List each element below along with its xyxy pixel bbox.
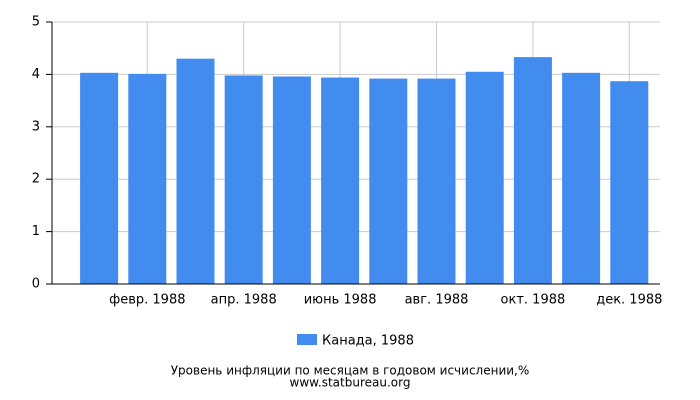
bar xyxy=(417,78,456,284)
bar xyxy=(369,78,408,284)
y-tick-label: 3 xyxy=(32,119,40,134)
bar xyxy=(224,75,263,284)
x-tick-label: февр. 1988 xyxy=(109,293,185,308)
bar xyxy=(321,77,360,284)
bar xyxy=(513,57,552,284)
bar xyxy=(128,73,167,284)
bar xyxy=(80,72,119,284)
y-tick-label: 4 xyxy=(32,67,40,82)
x-tick-label: дек. 1988 xyxy=(596,293,662,308)
bar xyxy=(176,58,215,285)
y-tick-label: 5 xyxy=(32,15,40,30)
legend-swatch xyxy=(297,334,317,345)
chart-subtitle: www.statbureau.org xyxy=(290,376,411,390)
x-tick-label: авг. 1988 xyxy=(405,293,469,308)
x-tick-label: июнь 1988 xyxy=(304,293,377,308)
x-tick-label: окт. 1988 xyxy=(501,293,566,308)
chart-title: Уровень инфляции по месяцам в годовом ис… xyxy=(171,364,530,378)
y-tick-label: 1 xyxy=(32,224,40,239)
x-tick-label: апр. 1988 xyxy=(211,293,277,308)
y-tick-label: 0 xyxy=(32,277,40,292)
bar xyxy=(610,81,649,284)
legend-label: Канада, 1988 xyxy=(322,334,414,349)
bar xyxy=(562,72,601,284)
y-tick-label: 2 xyxy=(32,172,40,187)
bar xyxy=(465,71,504,284)
bar xyxy=(272,76,311,284)
